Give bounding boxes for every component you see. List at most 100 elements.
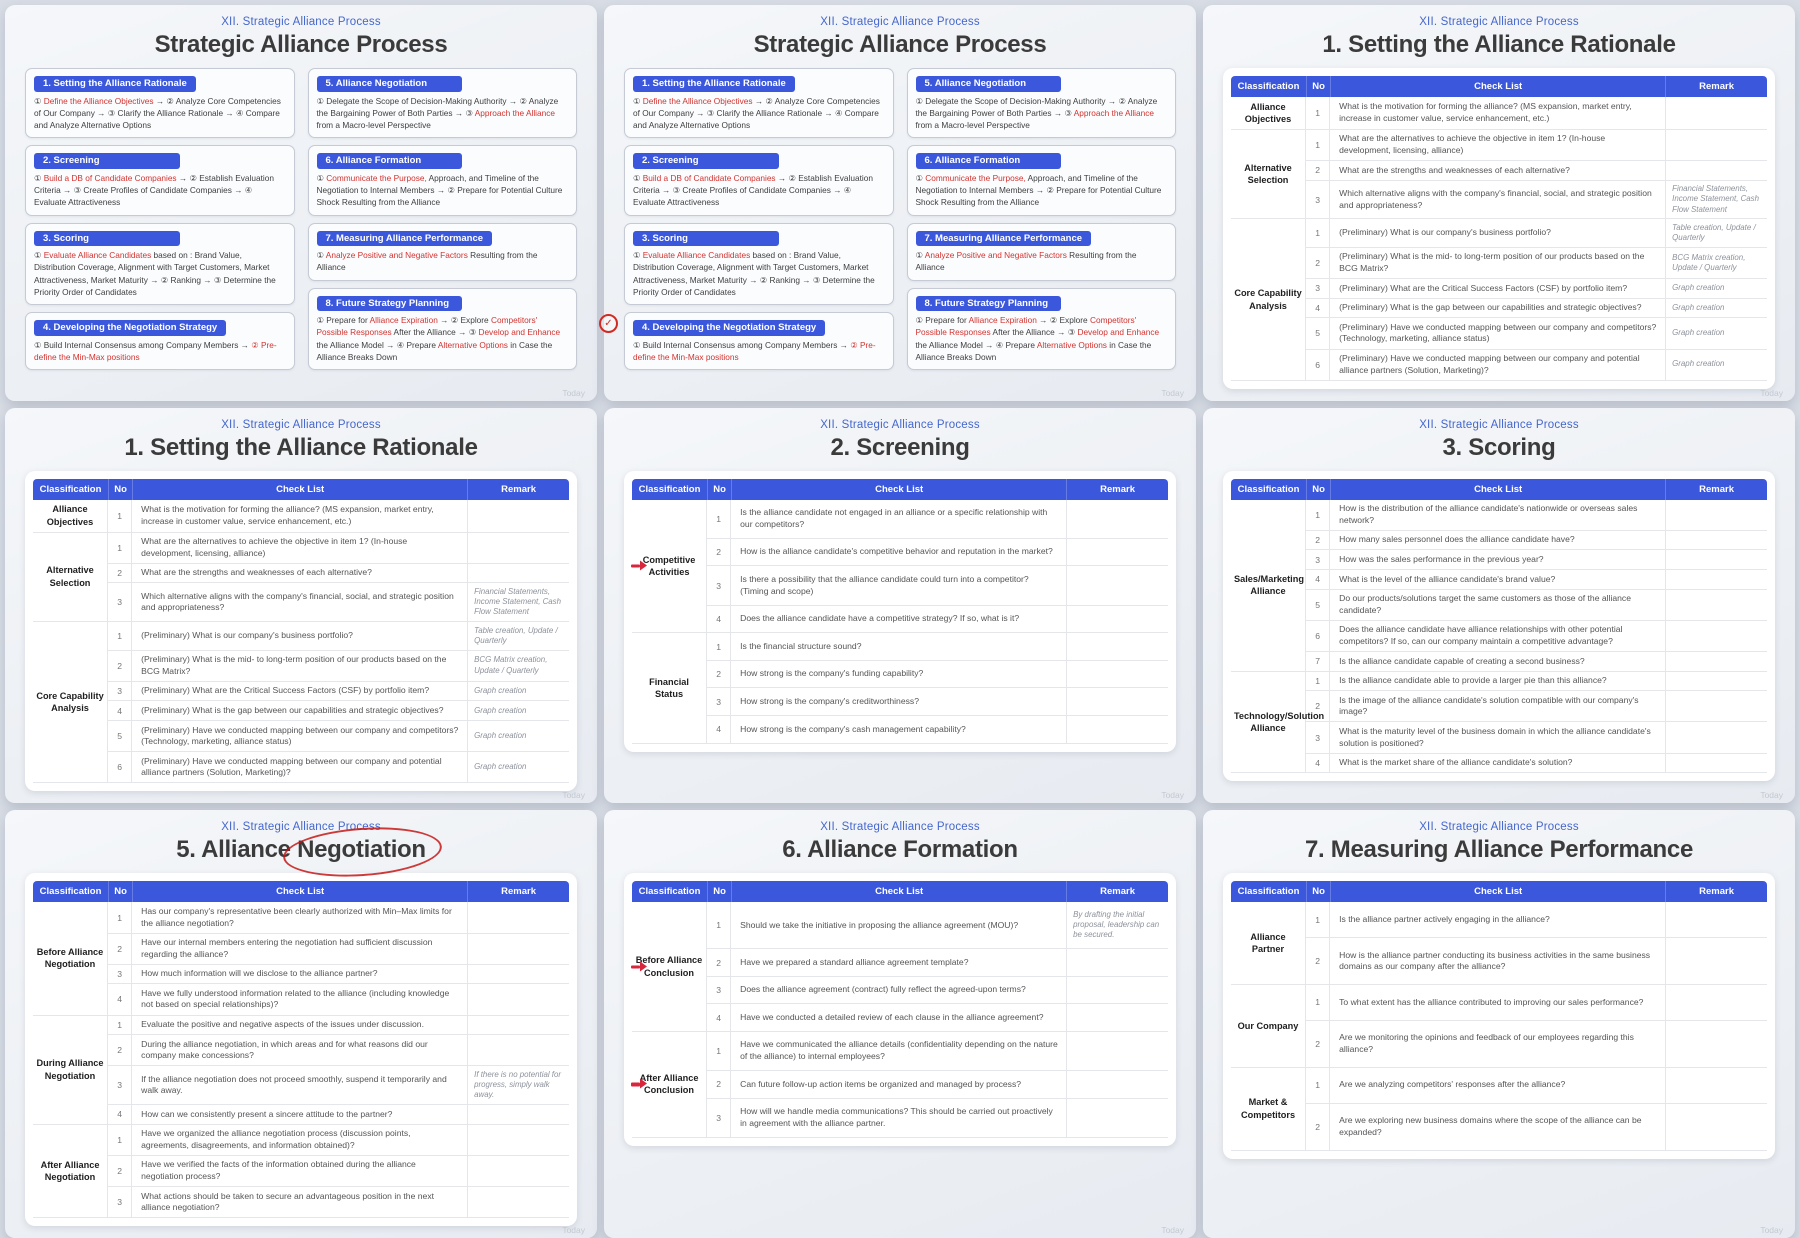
step-text: based on : Brand Value, Distribution Cov… [633, 250, 875, 297]
step-text: ① [915, 172, 926, 183]
slide-rationale-a[interactable]: XII. Strategic Alliance Process 1. Settin… [1203, 5, 1795, 401]
table-row: 2 Have our internal members entering the … [33, 933, 569, 965]
row-no: 6 [108, 752, 133, 784]
slide-formation[interactable]: XII. Strategic Alliance Process 6. Allian… [604, 810, 1196, 1238]
step-text: → ② Explore [437, 315, 491, 326]
process-box: 3. Scoring ① Evaluate Alliance Candidates… [25, 222, 295, 306]
process-box: 3. Scoring ① Evaluate Alliance Candidates… [624, 222, 894, 306]
slide-title: 6. Alliance Formation [782, 836, 1018, 864]
check-item: How is the alliance candidate's competit… [731, 539, 1067, 567]
table-row: 3 Which alternative aligns with the compa… [33, 583, 569, 623]
table-row: Financial Status 1 Is the financial struct… [632, 633, 1168, 744]
header-row: Classification No Check List Remark [1231, 76, 1767, 97]
process-overview: 1. Setting the Alliance Rationale ① Defin… [599, 68, 1176, 371]
check-item: Which alternative aligns with the compan… [1330, 181, 1666, 220]
step-text: ① Build Internal Consensus among Company… [633, 339, 851, 350]
process-box-steps: ① Define the Alliance Objectives → ② Ana… [633, 95, 885, 132]
checklist-card: Classification No Check List Remark Alliance… [25, 470, 577, 792]
remark-cell [467, 1035, 569, 1067]
row-no: 3 [707, 688, 732, 717]
step-text: → ② Analyze Core Competencies of Our Com… [34, 95, 281, 131]
step-text: ① [633, 172, 643, 183]
watermark: Today [1760, 387, 1783, 398]
watermark: Today [1760, 1225, 1783, 1236]
slide-negotiation[interactable]: XII. Strategic Alliance Process 5. Allian… [5, 810, 597, 1238]
remark-cell [467, 1187, 569, 1219]
classification-label: Competitive Activities [642, 554, 696, 577]
table-row: 3 How much information will we disclose t… [33, 964, 569, 985]
classification-cell: Core Capability Analysis [33, 622, 109, 784]
check-item: Evaluate the positive and negative aspec… [132, 1016, 468, 1036]
row-no: 2 [707, 660, 732, 689]
remark-cell [1066, 566, 1168, 606]
table-row: 4 Have we conducted a detailed review of … [632, 1004, 1168, 1032]
check-item: What is the maturity level of the busine… [1330, 722, 1666, 754]
table-row: Our Company 1 To what extent has the allia… [1231, 985, 1767, 1068]
classification-cell: Competitive Activities [631, 499, 708, 634]
remark-cell: Graph creation [1665, 298, 1767, 319]
row-no: 1 [1306, 902, 1331, 938]
check-item: Can future follow-up action items be org… [731, 1071, 1067, 1099]
row-no: 2 [108, 1035, 133, 1067]
remark-cell [1665, 652, 1767, 672]
remark-cell [1665, 691, 1767, 723]
checklist-table: Classification No Check List Remark Alliance… [1231, 76, 1767, 381]
row-no: 2 [108, 650, 133, 682]
checklist-table: Classification No Check List Remark Before A… [631, 881, 1168, 1138]
table-row: 2 (Preliminary) What is the mid- to long-… [33, 650, 569, 682]
table-row: 6 (Preliminary) Have we conducted mapping… [33, 752, 569, 784]
check-item: What actions should be taken to secure a… [132, 1187, 468, 1219]
check-item: (Preliminary) Have we conducted mapping … [1330, 350, 1666, 381]
slide-overview-b[interactable]: XII. Strategic Alliance Process Strategic… [599, 5, 1196, 401]
step-highlight: ② Pre-define the Min-Max positions [34, 339, 277, 362]
process-box-title: 1. Setting the Alliance Rationale [34, 76, 196, 92]
row-no: 1 [707, 1031, 732, 1072]
remark-cell [1066, 716, 1168, 744]
table-row: During Alliance Negotiation 1 Evaluate the… [33, 1015, 569, 1125]
check-item: How strong is the company's creditworthi… [731, 688, 1067, 717]
remark-cell [467, 532, 569, 564]
remark-cell: Graph creation [1665, 349, 1767, 381]
table-row: 2 How strong is the company's funding cap… [632, 660, 1168, 689]
slide-measuring[interactable]: XII. Strategic Alliance Process 7. Measur… [1203, 810, 1795, 1238]
checklist-card: Classification No Check List Remark Competit… [624, 470, 1176, 752]
table-header: Classification No Check List Remark [1231, 76, 1767, 97]
process-box: 7. Measuring Alliance Performance ① Analy… [307, 222, 577, 281]
remark-cell [1665, 1103, 1767, 1151]
column-header-no: No [707, 881, 732, 903]
remark-cell: Table creation, Update / Quarterly [1665, 219, 1767, 248]
step-text: Approach, and Timeline of the Negotiatio… [316, 172, 563, 208]
remark-cell [1066, 1004, 1168, 1032]
process-box-steps: ① Build a DB of Candidate Companies → ② … [633, 172, 885, 209]
slide-overview-a[interactable]: XII. Strategic Alliance Process Strategic… [5, 5, 597, 401]
column-header-no: No [1306, 76, 1331, 97]
slide-kicker: XII. Strategic Alliance Process [221, 16, 381, 28]
check-item: Have we conducted a detailed review of e… [731, 1004, 1067, 1032]
step-text: ① [34, 250, 44, 261]
step-highlight: Alternative Options [437, 339, 508, 350]
remark-cell [1665, 97, 1767, 130]
watermark: Today [1161, 1225, 1184, 1236]
classification-cell: Technology/Solution Alliance [1231, 671, 1324, 774]
step-highlight: Competitors' Possible Responses [316, 315, 538, 338]
step-highlight: Communicate the Purpose, [925, 172, 1026, 183]
process-box-title: 6. Alliance Formation [915, 153, 1062, 169]
classification-cell: Our Company [1231, 985, 1307, 1068]
table-row: 2 What are the strengths and weaknesses o… [1231, 161, 1767, 181]
table-row: 2 Have we prepared a standard alliance ag… [632, 949, 1168, 977]
slide-scoring[interactable]: XII. Strategic Alliance Process 3. Scorin… [1203, 407, 1795, 804]
check-item: Does the alliance candidate have allianc… [1330, 621, 1666, 653]
table-row: 7 Is the alliance candidate capable of cr… [1231, 652, 1767, 672]
table-row: 3 What actions should be taken to secure … [33, 1187, 569, 1219]
slide-screening[interactable]: XII. Strategic Alliance Process 2. Screen… [604, 407, 1196, 804]
remark-cell: Graph creation [467, 701, 569, 722]
check-item: How can we consistently present a sincer… [132, 1105, 468, 1125]
watermark: Today [1760, 790, 1783, 801]
step-highlight: Alternative Options [1036, 339, 1107, 350]
table-header: Classification No Check List Remark [1231, 478, 1767, 500]
classification-cell: After Alliance Negotiation [33, 1124, 109, 1219]
row-no: 1 [108, 1124, 133, 1156]
slide-rationale-b[interactable]: XII. Strategic Alliance Process 1. Settin… [5, 407, 597, 804]
table-row: 3 (Preliminary) What are the Critical Suc… [33, 681, 569, 702]
process-box-title: 4. Developing the Negotiation Strategy [633, 320, 826, 336]
